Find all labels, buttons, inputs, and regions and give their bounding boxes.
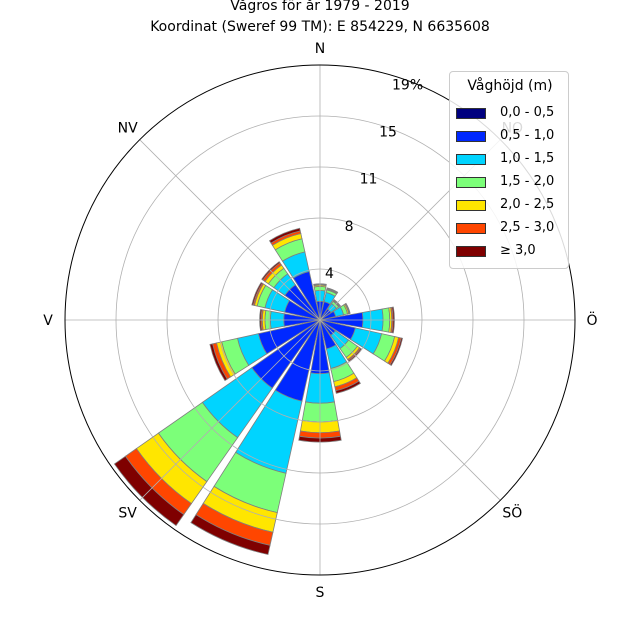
direction-label-5: SV <box>118 505 137 521</box>
direction-label-4: S <box>316 585 325 601</box>
grid-spoke-5 <box>139 319 321 501</box>
grid-layer <box>64 64 576 576</box>
legend-label: ≥ 3,0 <box>500 243 536 258</box>
legend-swatch <box>456 154 486 165</box>
grid-spoke-7 <box>139 139 321 321</box>
legend-swatch <box>456 246 486 257</box>
radial-tick-label-2: 11 <box>360 172 378 188</box>
legend-label: 1,0 - 1,5 <box>500 151 555 166</box>
grid-spoke-3 <box>319 319 501 501</box>
bar-sector-7-bin-6 <box>335 380 361 394</box>
radial-tick-label-3: 15 <box>379 125 397 141</box>
bar-sector-11-bin-6 <box>209 343 228 382</box>
radial-tick-label-1: 8 <box>345 219 354 235</box>
bar-sector-5-bin-6 <box>389 337 404 366</box>
bar-sector-15-bin-6 <box>268 227 301 244</box>
legend-label: 0,0 - 0,5 <box>500 105 555 120</box>
legend-swatch <box>456 223 486 234</box>
direction-label-7: NV <box>118 121 138 137</box>
legend-swatch <box>456 108 486 119</box>
legend-label: 2,0 - 2,5 <box>500 197 555 212</box>
radial-tick-label-4: 19% <box>392 77 423 93</box>
radial-tick-label-0: 4 <box>325 266 334 282</box>
direction-label-6: V <box>43 313 53 329</box>
bar-sector-9-bin-6 <box>190 514 271 556</box>
chart-subtitle: Koordinat (Sweref 99 TM): E 854229, N 66… <box>150 19 490 35</box>
legend-swatch <box>456 131 486 142</box>
bar-sector-13-bin-6 <box>251 281 263 306</box>
direction-label-3: SÖ <box>502 503 522 521</box>
chart-title: Vågros för år 1979 - 2019 <box>230 0 410 14</box>
bar-sector-3-bin-6 <box>344 302 351 314</box>
polar-frame <box>64 64 576 576</box>
legend-label: 2,5 - 3,0 <box>500 220 555 235</box>
bar-sector-14-bin-6 <box>261 261 281 281</box>
legend-title: Våghöjd (m) <box>467 78 553 94</box>
labels-layer: NNOÖSÖSSVVNV48111519% <box>43 41 597 601</box>
legend-swatch <box>456 177 486 188</box>
direction-label-2: Ö <box>586 311 597 329</box>
bar-sector-1-bin-6 <box>326 287 339 294</box>
legend: Våghöjd (m) 0,0 - 0,5 0,5 - 1,0 1,0 - 1,… <box>449 71 569 269</box>
direction-label-0: N <box>315 41 325 57</box>
legend-label: 1,5 - 2,0 <box>500 174 555 189</box>
legend-swatch <box>456 200 486 211</box>
bars-layer <box>113 227 404 556</box>
legend-label: 0,5 - 1,0 <box>500 128 555 143</box>
